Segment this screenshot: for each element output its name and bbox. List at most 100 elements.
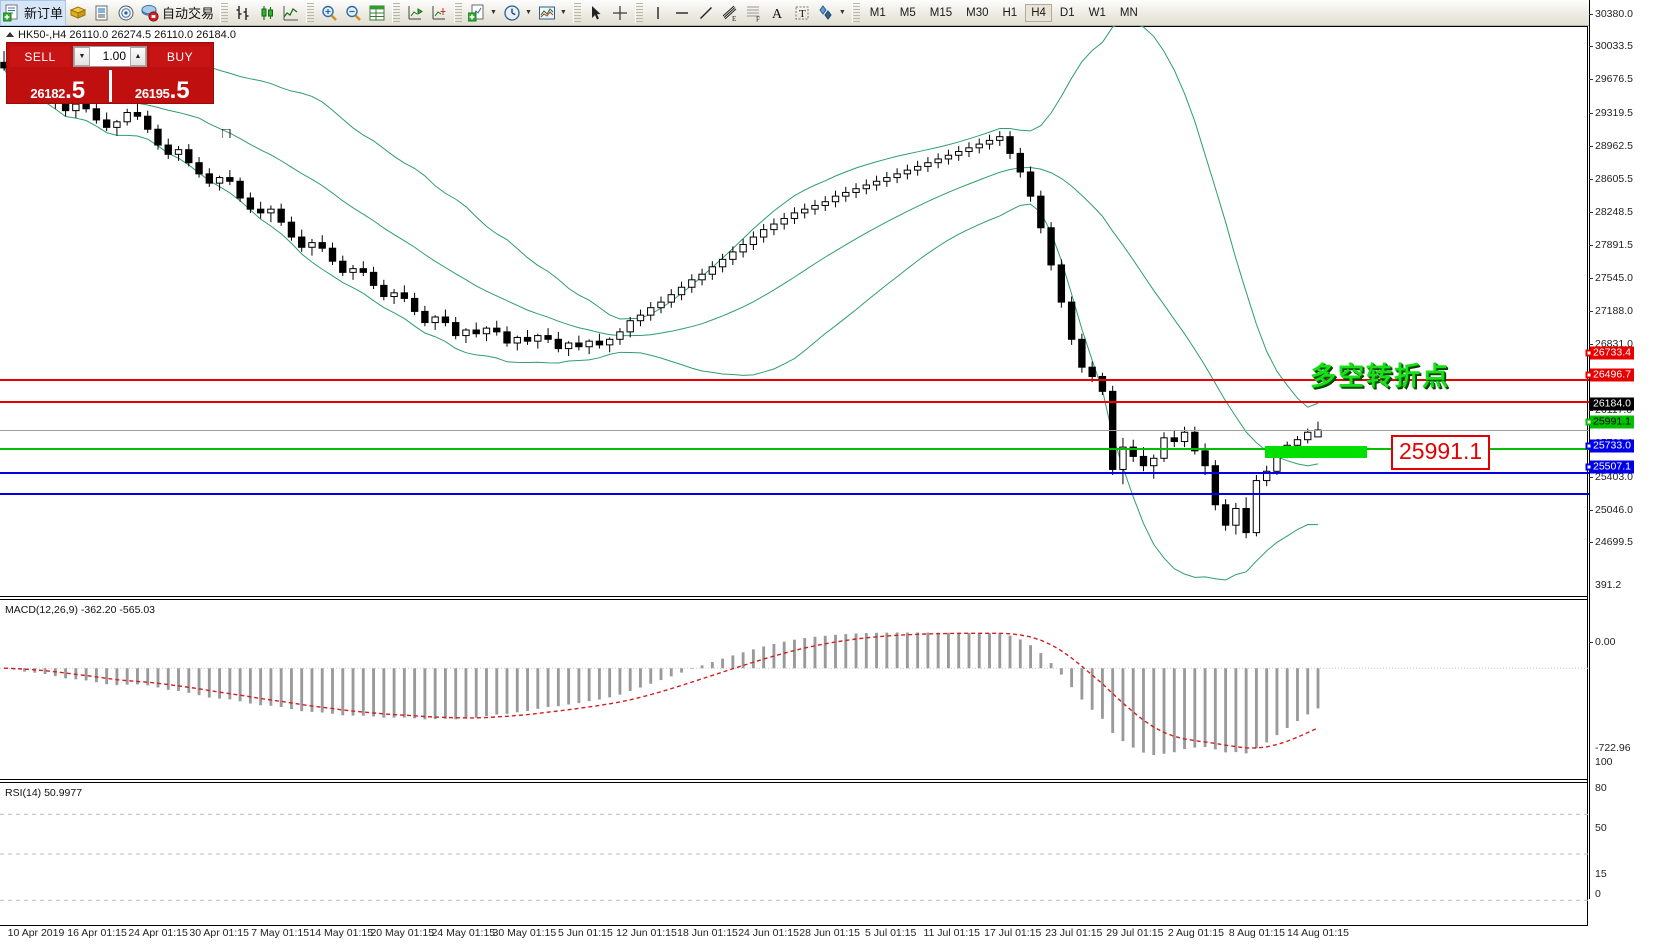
- time-axis-label: 5 Jul 01:15: [864, 927, 917, 939]
- timeframe-mn[interactable]: MN: [1119, 6, 1138, 19]
- period-caret-icon[interactable]: ▼: [524, 9, 532, 16]
- level-line-5[interactable]: [0, 492, 1589, 495]
- time-axis-label: 30 May 01:15: [492, 927, 557, 939]
- timeframe-h1[interactable]: H1: [1002, 6, 1018, 19]
- auto-scroll-button[interactable]: [427, 1, 451, 25]
- timeframe-m30[interactable]: M30: [966, 6, 989, 19]
- bar-chart-button[interactable]: [231, 1, 255, 25]
- new-order-button[interactable]: 新订单: [0, 0, 67, 26]
- level-line-4[interactable]: [0, 471, 1589, 474]
- toolbar-separator-2: [306, 2, 315, 23]
- level-line-1[interactable]: [0, 400, 1589, 403]
- fibonacci-icon: F: [745, 4, 763, 23]
- hline-icon: [673, 4, 691, 22]
- chart-shift-button[interactable]: [403, 1, 427, 25]
- timeframe-m5[interactable]: M5: [899, 6, 916, 19]
- symbol-ohlc-text: HK50-,H4 26110.0 26274.5 26110.0 26184.0: [18, 29, 236, 41]
- price-tag-handle[interactable]: [1585, 349, 1593, 357]
- chart-text-annotation[interactable]: 多空转折点: [1310, 361, 1451, 391]
- indicators-button[interactable]: ▼: [465, 1, 500, 25]
- price-axis-tick: [1589, 410, 1593, 412]
- toolbar-separator-7: [851, 2, 860, 23]
- print-preview-button[interactable]: [90, 1, 114, 25]
- buy-price[interactable]: 26195 .5: [112, 70, 214, 102]
- annotation-price-box[interactable]: 25991.1: [1391, 435, 1491, 470]
- level-line-0[interactable]: [0, 378, 1589, 381]
- one-click-trading-panel[interactable]: SELL ▼ 1.00 ▲ BUY 26182 .5 26195 .5: [6, 42, 214, 104]
- price-tag-last-price[interactable]: 26184.0: [1590, 397, 1634, 411]
- equidistant-channel-button[interactable]: E: [718, 1, 742, 25]
- timeframe-d1[interactable]: D1: [1059, 6, 1075, 19]
- price-axis-tick: [1589, 509, 1593, 511]
- templates-caret-icon[interactable]: ▼: [559, 9, 567, 16]
- chart-shift-icon: [406, 4, 424, 22]
- price-tag-support-lower[interactable]: 25507.1: [1590, 460, 1634, 474]
- grid-button[interactable]: [365, 1, 389, 25]
- price-tag-support-upper[interactable]: 25733.0: [1590, 439, 1634, 453]
- timeframe-m15[interactable]: M15: [929, 6, 953, 19]
- svg-text:E: E: [732, 15, 736, 22]
- zoom-out-button[interactable]: [341, 1, 365, 25]
- price-tag-handle[interactable]: [1585, 418, 1593, 426]
- sell-button[interactable]: SELL: [10, 46, 70, 67]
- chart-top-border: [0, 26, 1588, 27]
- svg-text:A: A: [772, 7, 783, 22]
- price-axis[interactable]: 30380.0 30033.5 29676.5 29319.5 28962.5 28605…: [1585, 0, 1674, 925]
- period-button[interactable]: ▼: [500, 1, 535, 25]
- crosshair-icon: [611, 4, 629, 22]
- buy-button[interactable]: BUY: [150, 46, 210, 67]
- price-axis-tick: [1589, 112, 1593, 114]
- candlestick-chart-icon: [258, 4, 276, 22]
- toolbar-separator-4: [454, 2, 463, 23]
- price-axis-tick: [1589, 245, 1593, 247]
- price-tag-resistance-upper[interactable]: 26733.4: [1590, 346, 1634, 360]
- volume-decrease-icon[interactable]: ▼: [74, 47, 90, 66]
- price-tag-handle[interactable]: [1585, 442, 1593, 450]
- volume-value[interactable]: 1.00: [102, 49, 126, 63]
- indicators-caret-icon[interactable]: ▼: [490, 9, 497, 16]
- highlight-rectangle[interactable]: [1265, 446, 1367, 458]
- timeframe-w1[interactable]: W1: [1088, 6, 1106, 19]
- shapes-caret-icon[interactable]: ▼: [838, 9, 846, 16]
- rsi-axis-label: 100: [1595, 756, 1613, 768]
- rsi-axis-label: 0: [1595, 888, 1601, 900]
- templates-button[interactable]: ▼: [535, 1, 570, 25]
- chart-area[interactable]: HK50-,H4 26110.0 26274.5 26110.0 26184.0…: [0, 26, 1674, 951]
- zoom-in-button[interactable]: [317, 1, 341, 25]
- level-line-2[interactable]: [0, 430, 1589, 432]
- line-chart-button[interactable]: [279, 1, 303, 25]
- price-tag-handle[interactable]: [1585, 463, 1593, 471]
- cursor-button[interactable]: [584, 1, 608, 25]
- autotrading-button[interactable]: 自动交易: [138, 1, 217, 25]
- collapse-arrow-icon[interactable]: [6, 32, 14, 37]
- new-order-label: 新订单: [24, 6, 64, 21]
- text-box-button[interactable]: T: [790, 1, 814, 25]
- price-tag-pivot-level[interactable]: 25991.1: [1590, 415, 1634, 429]
- volume-stepper[interactable]: ▼ 1.00 ▲: [73, 46, 147, 67]
- sell-price[interactable]: 26182 .5: [7, 70, 112, 102]
- symbol-ohlc-label: HK50-,H4 26110.0 26274.5 26110.0 26184.0: [6, 29, 236, 41]
- time-axis-label: 7 May 01:15: [251, 927, 310, 939]
- shapes-button[interactable]: ▼: [814, 1, 849, 25]
- timeframe-h4[interactable]: H4: [1025, 3, 1052, 22]
- price-axis-tick: [1589, 212, 1593, 214]
- price-tag-handle[interactable]: [1585, 371, 1593, 379]
- price-axis-label: 28248.5: [1595, 206, 1633, 219]
- horizontal-line-button[interactable]: [670, 1, 694, 25]
- timeframe-m1[interactable]: M1: [869, 6, 886, 19]
- time-axis-label: 2 Aug 01:15: [1167, 927, 1224, 939]
- text-label-button[interactable]: A: [766, 1, 790, 25]
- price-tag-resistance-lower[interactable]: 26496.7: [1590, 368, 1634, 382]
- one-click-top-row: SELL ▼ 1.00 ▲ BUY: [7, 43, 213, 70]
- volume-increase-icon[interactable]: ▲: [130, 47, 146, 66]
- vertical-line-button[interactable]: [646, 1, 670, 25]
- profile-icon: [69, 4, 87, 22]
- fibonacci-button[interactable]: F: [742, 1, 766, 25]
- crosshair-button[interactable]: [608, 1, 632, 25]
- profile-button[interactable]: [66, 1, 90, 25]
- candlestick-chart-button[interactable]: [255, 1, 279, 25]
- price-axis-label: 29676.5: [1595, 73, 1633, 86]
- trendline-button[interactable]: [694, 1, 718, 25]
- level-line-3[interactable]: [0, 447, 1589, 450]
- data-window-button[interactable]: [114, 1, 138, 25]
